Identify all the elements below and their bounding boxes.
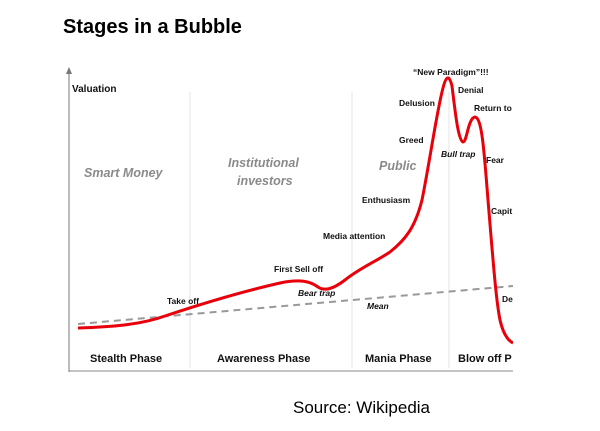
label-fear: Fear — [486, 155, 505, 165]
group-investors: investors — [237, 174, 293, 188]
y-axis-label: Valuation — [72, 84, 116, 95]
phase-blow-off: Blow off P — [458, 353, 512, 365]
label-delusion: Delusion — [399, 98, 435, 108]
label-bull-trap: Bull trap — [441, 149, 475, 159]
valuation-curve — [77, 76, 513, 345]
group-institutional: Institutional — [228, 156, 299, 170]
label-mean: Mean — [367, 301, 389, 311]
label-first-sell-off: First Sell off — [274, 264, 323, 274]
label-greed: Greed — [399, 135, 424, 145]
label-despair: De — [502, 294, 513, 304]
label-enthusiasm: Enthusiasm — [362, 195, 411, 205]
mean-line — [77, 285, 513, 325]
source-caption: Source: Wikipedia — [293, 398, 431, 417]
phase-mania: Mania Phase — [365, 353, 432, 365]
label-media-attention: Media attention — [323, 231, 385, 241]
label-return-to: Return to — [474, 103, 512, 113]
phase-stealth: Stealth Phase — [90, 353, 162, 365]
label-capitulation: Capit — [491, 206, 512, 216]
phase-awareness: Awareness Phase — [217, 353, 310, 365]
label-take-off: Take off — [167, 296, 199, 306]
y-axis-arrow — [66, 67, 72, 74]
label-new-paradigm: “New Paradigm”!!! — [413, 67, 489, 77]
label-bear-trap: Bear trap — [298, 288, 335, 298]
label-denial: Denial — [458, 85, 484, 95]
page-title: Stages in a Bubble — [63, 16, 242, 38]
group-public: Public — [379, 159, 417, 173]
group-smart-money: Smart Money — [84, 166, 164, 180]
